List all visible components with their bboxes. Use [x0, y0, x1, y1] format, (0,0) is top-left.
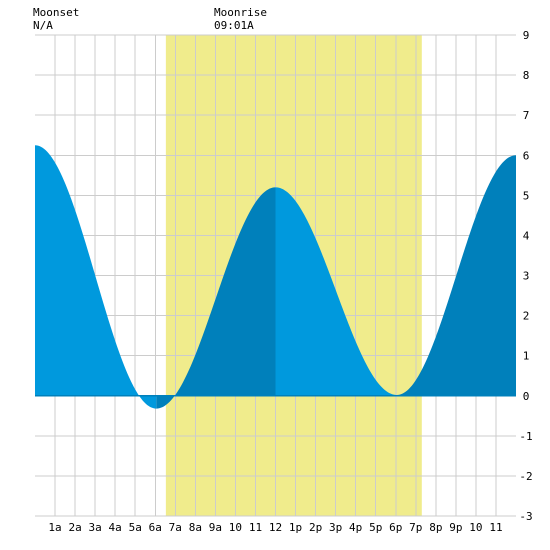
- x-tick-label-6a: 6a: [149, 521, 162, 534]
- x-tick-label-6p: 6p: [389, 521, 402, 534]
- x-tick-label-9a: 9a: [209, 521, 222, 534]
- x-tick-label-11: 11: [249, 521, 262, 534]
- y-tick-label-0: 0: [523, 390, 530, 403]
- x-tick-label-4p: 4p: [349, 521, 362, 534]
- moonrise-time: 09:01A: [214, 19, 254, 32]
- y-tick-label-7: 7: [523, 109, 530, 122]
- y-tick-label--2: -2: [519, 470, 532, 483]
- x-tick-label-2a: 2a: [68, 521, 81, 534]
- y-tick-label-3: 3: [523, 270, 530, 283]
- y-tick-label--1: -1: [519, 430, 532, 443]
- x-tick-label-8a: 8a: [189, 521, 202, 534]
- x-tick-label-10: 10: [469, 521, 482, 534]
- y-tick-label-9: 9: [523, 29, 530, 42]
- x-tick-label-3p: 3p: [329, 521, 342, 534]
- tide-area-falling-0: [35, 145, 157, 409]
- x-tick-label-1a: 1a: [48, 521, 61, 534]
- moonset-time: N/A: [33, 19, 53, 32]
- moonset-label: Moonset: [33, 6, 80, 19]
- x-tick-label-7p: 7p: [409, 521, 422, 534]
- x-tick-label-8p: 8p: [429, 521, 442, 534]
- moonrise-label: Moonrise: [214, 6, 267, 19]
- x-tick-label-1p: 1p: [289, 521, 302, 534]
- x-tick-label-3a: 3a: [89, 521, 102, 534]
- x-tick-label-9p: 9p: [449, 521, 462, 534]
- tide-area-falling-2: [275, 187, 397, 396]
- x-tick-label-5a: 5a: [129, 521, 142, 534]
- x-tick-label-5p: 5p: [369, 521, 382, 534]
- tide-area-rising-3: [396, 155, 516, 396]
- y-tick-label-8: 8: [523, 69, 530, 82]
- x-tick-label-2p: 2p: [309, 521, 322, 534]
- x-tick-label-11: 11: [489, 521, 502, 534]
- y-tick-label-2: 2: [523, 310, 530, 323]
- y-tick-label-1: 1: [523, 350, 530, 363]
- x-tick-label-10: 10: [229, 521, 242, 534]
- y-tick-label-4: 4: [523, 229, 530, 242]
- y-tick-label-5: 5: [523, 189, 530, 202]
- x-tick-label-12: 12: [269, 521, 282, 534]
- x-tick-label-7a: 7a: [169, 521, 182, 534]
- y-tick-label--3: -3: [519, 510, 532, 523]
- y-tick-label-6: 6: [523, 149, 530, 162]
- tide-area-rising-1: [156, 187, 276, 409]
- x-tick-label-4a: 4a: [109, 521, 122, 534]
